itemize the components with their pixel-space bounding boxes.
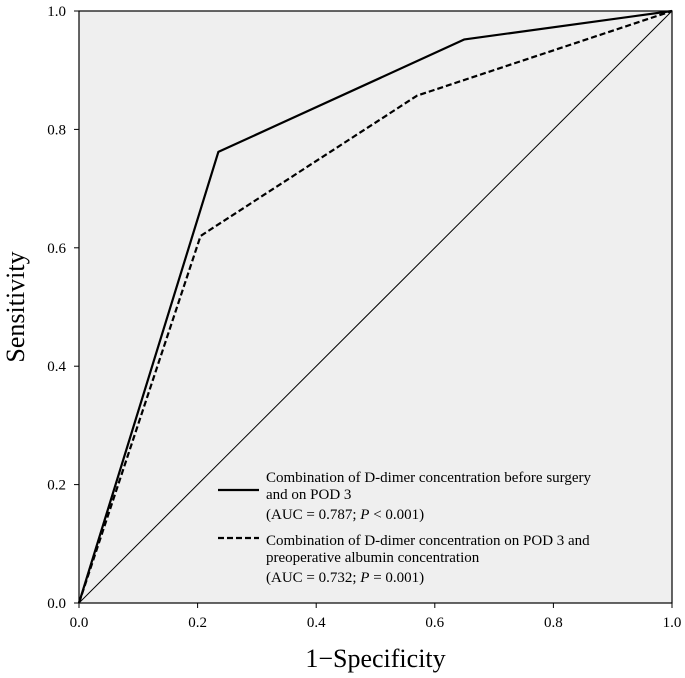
- y-tick-label: 0.2: [47, 478, 66, 494]
- x-tick-label: 0.2: [188, 615, 207, 631]
- y-tick-label: 0.6: [47, 241, 66, 257]
- y-tick-label: 0.0: [47, 596, 66, 612]
- y-tick-label: 0.4: [47, 359, 66, 375]
- reference-diagonal-line: [78, 10, 673, 604]
- series-layer: [77, 9, 673, 604]
- x-tick-label: 0.6: [425, 615, 444, 631]
- x-tick-label: 0.0: [70, 615, 89, 631]
- y-tick-label: 1.0: [47, 4, 66, 20]
- legend-auc-text: (AUC = 0.732; P = 0.001): [266, 570, 424, 586]
- legend-auc-text: (AUC = 0.787; P < 0.001): [266, 507, 424, 523]
- series-line-solid: [77, 9, 673, 604]
- x-tick-label: 0.4: [307, 615, 326, 631]
- legend-label-line: preoperative albumin concentration: [266, 550, 480, 566]
- x-tick-label: 1.0: [663, 615, 682, 631]
- legend-label-line: Combination of D-dimer concentration bef…: [266, 470, 592, 486]
- y-axis-title: Sensitivity: [1, 251, 30, 362]
- y-tick-label: 0.8: [47, 122, 66, 138]
- legend-label-line: and on POD 3: [266, 487, 351, 503]
- legend: Combination of D-dimer concentration bef…: [218, 470, 592, 586]
- legend-label-line: Combination of D-dimer concentration on …: [266, 533, 590, 549]
- tick-layer: 0.0 0.2 0.4 0.6 0.8 1.0 0.0 0.2 0.4 0.6 0.8 1.0: [47, 4, 681, 631]
- series-line-dashed: [77, 9, 673, 604]
- x-axis-title: 1−Specificity: [305, 644, 445, 673]
- x-tick-label: 0.8: [544, 615, 563, 631]
